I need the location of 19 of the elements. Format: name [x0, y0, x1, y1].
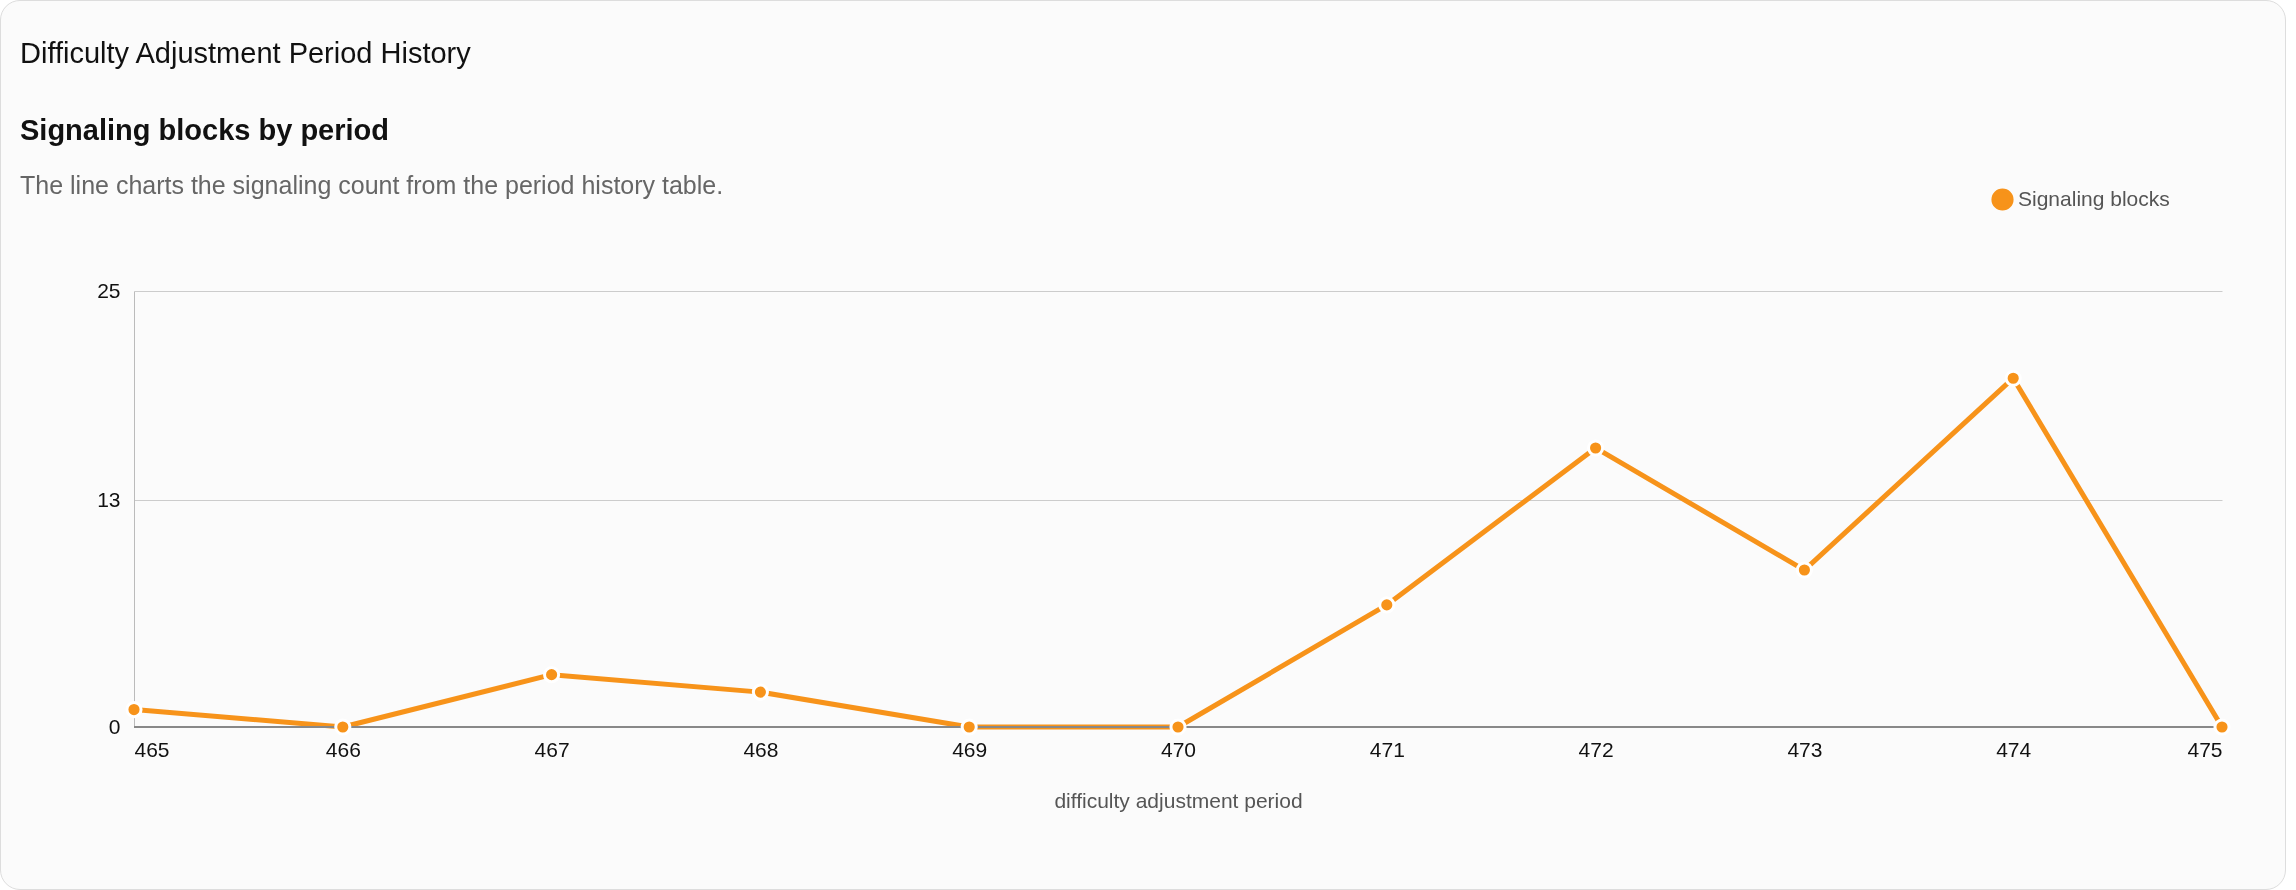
- x-tick-label: 469: [952, 737, 988, 761]
- x-tick-label: 467: [534, 737, 570, 761]
- x-tick-label: 473: [1787, 737, 1823, 761]
- x-tick-label: 466: [325, 737, 361, 761]
- x-tick-label: 470: [1160, 737, 1197, 761]
- chart-title: Difficulty Adjustment Period History: [20, 37, 471, 70]
- y-tick-label: 25: [97, 278, 121, 302]
- x-axis-title: difficulty adjustment period: [1054, 788, 1303, 812]
- x-tick-label: 474: [1996, 737, 2032, 761]
- chart-subtitle: Signaling blocks by period: [20, 114, 389, 147]
- x-tick-label: 475: [2187, 737, 2223, 761]
- y-tick-label: 0: [108, 714, 121, 738]
- x-tick-label: 468: [743, 737, 779, 761]
- x-tick-label: 472: [1578, 737, 1614, 761]
- x-tick-label: 465: [134, 737, 170, 761]
- legend-label: Signaling blocks: [2018, 186, 2170, 210]
- y-tick-label: 13: [97, 487, 121, 511]
- x-tick-label: 471: [1369, 737, 1405, 761]
- text: The line charts the signaling count from the period history table.: [20, 171, 724, 200]
